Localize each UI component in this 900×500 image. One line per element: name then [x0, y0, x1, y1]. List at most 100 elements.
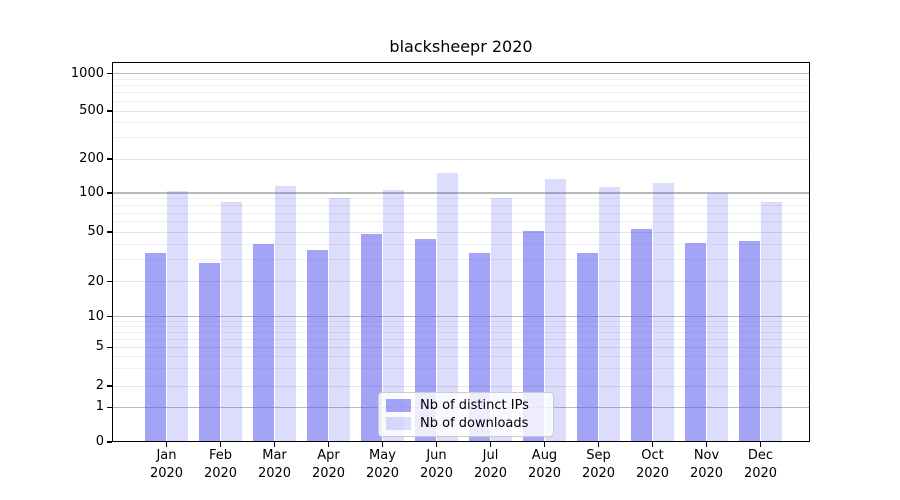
x-tick-label-jul: Jul 2020 [473, 448, 508, 481]
x-tick-mark-may [381, 442, 384, 447]
bar-distinct-ips-oct [630, 228, 653, 442]
bar-distinct-ips-aug [522, 230, 545, 442]
legend-swatch-downloads [386, 417, 411, 430]
bar-distinct-ips-sep [576, 252, 599, 442]
gridline-3 [112, 368, 810, 370]
bar-downloads-jun [436, 172, 459, 442]
bar-downloads-dec [760, 202, 783, 442]
gridline-1000 [112, 72, 810, 75]
gridline-4 [112, 356, 810, 358]
gridline-400 [112, 122, 810, 124]
x-tick-label-nov: Nov 2020 [689, 448, 724, 481]
y-tick-label-50: 50 [87, 224, 104, 239]
bar-downloads-mar [274, 185, 297, 442]
x-tick-label-jan: Jan 2020 [149, 448, 184, 481]
y-tick-mark-20 [107, 281, 112, 283]
gridline-5 [112, 346, 810, 348]
gridline-6 [112, 338, 810, 340]
gridline-7 [112, 331, 810, 333]
x-tick-mark-jun [435, 442, 438, 447]
gridline-300 [112, 137, 810, 139]
y-tick-label-10: 10 [87, 308, 104, 324]
bar-downloads-apr [328, 198, 351, 442]
bar-distinct-ips-apr [306, 249, 329, 442]
y-tick-label-1000: 1000 [70, 65, 104, 81]
bar-distinct-ips-jun [414, 238, 437, 442]
plot-area [112, 62, 810, 442]
gridline-60 [112, 221, 810, 223]
bar-distinct-ips-nov [684, 242, 707, 442]
bar-downloads-aug [544, 179, 567, 442]
gridline-2 [112, 385, 810, 387]
gridline-9 [112, 320, 810, 322]
bar-downloads-nov [706, 193, 729, 442]
bar-downloads-may [382, 190, 405, 442]
x-tick-label-aug: Aug 2020 [527, 448, 562, 481]
y-tick-mark-100 [107, 192, 112, 194]
x-tick-mark-sep [597, 442, 600, 447]
bar-distinct-ips-jan [144, 252, 167, 442]
gridline-70 [112, 212, 810, 214]
x-tick-label-dec: Dec 2020 [743, 448, 778, 481]
gridline-600 [112, 100, 810, 102]
legend-label-downloads: Nb of downloads [420, 416, 529, 431]
x-tick-label-sep: Sep 2020 [581, 448, 616, 481]
bar-downloads-jul [490, 197, 513, 442]
y-tick-mark-5 [107, 346, 112, 348]
bar-distinct-ips-mar [252, 244, 275, 442]
grid-layer [112, 62, 810, 442]
x-tick-label-jun: Jun 2020 [419, 448, 454, 481]
gridline-500 [112, 110, 810, 112]
y-tick-mark-1 [107, 406, 112, 408]
bar-downloads-jan [166, 190, 189, 442]
y-tick-label-0: 0 [95, 434, 104, 449]
y-tick-label-5: 5 [95, 339, 104, 355]
x-tick-mark-oct [651, 442, 654, 447]
gridline-40 [112, 243, 810, 245]
bar-downloads-sep [598, 187, 621, 442]
gridline-20 [112, 281, 810, 283]
x-tick-mark-jul [489, 442, 492, 447]
bar-distinct-ips-feb [198, 263, 221, 442]
gridline-10 [112, 315, 810, 318]
x-tick-label-apr: Apr 2020 [311, 448, 346, 481]
y-tick-label-20: 20 [87, 273, 104, 289]
y-tick-label-100: 100 [79, 185, 104, 200]
gridline-200 [112, 158, 810, 160]
legend: Nb of distinct IPs Nb of downloads [378, 392, 554, 437]
y-tick-label-200: 200 [79, 151, 104, 166]
bar-layer [112, 62, 810, 442]
x-tick-label-may: May 2020 [365, 448, 400, 481]
y-tick-mark-50 [107, 231, 112, 233]
bar-downloads-feb [220, 202, 243, 442]
x-tick-label-mar: Mar 2020 [257, 448, 292, 481]
y-tick-label-2: 2 [95, 378, 104, 393]
gridline-900 [112, 78, 810, 80]
y-tick-mark-0 [107, 441, 112, 443]
y-tick-mark-10 [107, 316, 112, 318]
x-tick-mark-nov [705, 442, 708, 447]
gridline-800 [112, 85, 810, 87]
chart-title: blacksheepr 2020 [389, 37, 533, 56]
y-tick-mark-2 [107, 385, 112, 387]
gridline-8 [112, 326, 810, 328]
bar-distinct-ips-may [360, 234, 383, 442]
gridline-50 [112, 231, 810, 233]
x-tick-mark-feb [219, 442, 222, 447]
x-tick-mark-jan [165, 442, 168, 447]
legend-label-distinct-ips: Nb of distinct IPs [420, 398, 529, 413]
x-tick-mark-dec [759, 442, 762, 447]
x-tick-label-feb: Feb 2020 [203, 448, 238, 481]
y-tick-mark-200 [107, 158, 112, 160]
bar-distinct-ips-dec [738, 241, 761, 442]
gridline-80 [112, 205, 810, 207]
y-tick-label-1: 1 [95, 399, 104, 415]
y-tick-mark-500 [107, 110, 112, 112]
bar-downloads-oct [652, 183, 675, 442]
x-tick-label-oct: Oct 2020 [635, 448, 670, 481]
x-tick-mark-mar [273, 442, 276, 447]
gridline-30 [112, 259, 810, 261]
x-tick-mark-aug [543, 442, 546, 447]
gridline-90 [112, 198, 810, 200]
